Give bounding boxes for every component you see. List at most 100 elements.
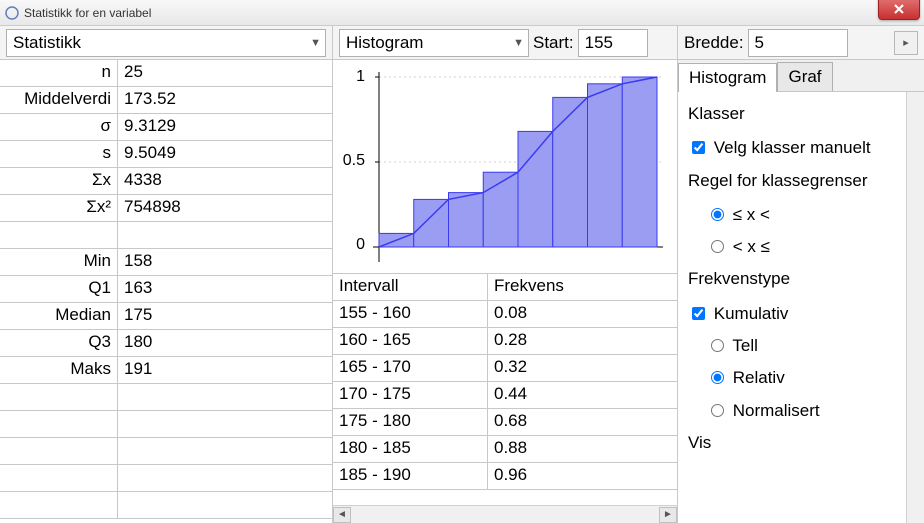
vertical-scrollbar[interactable] [906,92,924,523]
app-icon [4,5,20,21]
bredde-value: 5 [755,33,764,53]
play-button[interactable]: ▸ [894,31,918,55]
scroll-left-icon[interactable]: ◄ [333,507,351,523]
freq-row: 185 - 1900.96 [333,463,677,490]
freq-row: 170 - 1750.44 [333,382,677,409]
ytick-05: 0.5 [337,152,365,170]
mid-pane: Histogram ▼ Start: 155 1 0.5 0 Intervall… [333,26,678,523]
stats-label [0,222,118,248]
chevron-down-icon: ▼ [310,37,321,49]
klasser-header: Klasser [688,98,914,130]
left-pane: Statistikk ▼ n25Middelverdi173.52σ9.3129… [0,26,333,523]
stats-label: Q1 [0,276,118,302]
normalisert-label: Normalisert [733,401,820,420]
freq-row: 175 - 1800.68 [333,409,677,436]
right-toolbar: Bredde: 5 ▸ [678,26,924,60]
kumulativ-label: Kumulativ [714,304,789,323]
rule-lte-lt-radio[interactable] [711,208,724,221]
stats-label: Median [0,303,118,329]
freq-col-frequency: Frekvens [488,274,677,300]
ytick-1: 1 [337,68,365,86]
stats-row: s9.5049 [0,141,332,168]
tabs: Histogram Graf [678,60,924,92]
chart-type-dropdown[interactable]: Histogram ▼ [339,29,529,57]
stats-value [118,222,332,248]
stats-row: n25 [0,60,332,87]
options-panel: Klasser Velg klasser manuelt Regel for k… [678,92,924,523]
stats-label: n [0,60,118,86]
stats-dropdown[interactable]: Statistikk ▼ [6,29,326,57]
velg-manuelt-checkbox[interactable] [692,141,705,154]
freq-interval: 185 - 190 [333,463,488,489]
kumulativ-checkbox[interactable] [692,307,705,320]
stats-row: Min158 [0,249,332,276]
rule-lt-lte-label: < x ≤ [733,237,770,256]
freq-interval: 155 - 160 [333,301,488,327]
freq-header-row: Intervall Frekvens [333,274,677,301]
freq-interval: 160 - 165 [333,328,488,354]
histogram-chart: 1 0.5 0 [333,60,677,274]
relativ-row[interactable]: Relativ [688,362,914,394]
stats-row: Q3180 [0,330,332,357]
rule-lt-lte-radio[interactable] [711,240,724,253]
stats-value: 158 [118,249,332,275]
velg-manuelt-row[interactable]: Velg klasser manuelt [688,132,914,164]
freq-row: 180 - 1850.88 [333,436,677,463]
stats-value: 173.52 [118,87,332,113]
stats-row: Q1163 [0,276,332,303]
mid-toolbar: Histogram ▼ Start: 155 [333,26,677,60]
window-title: Statistikk for en variabel [24,6,151,20]
stats-value: 25 [118,60,332,86]
rule-lt-lte-row[interactable]: < x ≤ [688,231,914,263]
stats-label: Maks [0,357,118,383]
stats-dropdown-label: Statistikk [13,33,81,53]
tab-graf[interactable]: Graf [777,62,832,91]
frekvenstype-header: Frekvenstype [688,263,914,295]
freq-interval: 180 - 185 [333,436,488,462]
stats-value: 191 [118,357,332,383]
relativ-radio[interactable] [711,371,724,384]
chevron-down-icon: ▼ [513,37,524,49]
normalisert-radio[interactable] [711,404,724,417]
horizontal-scrollbar[interactable]: ◄ ► [333,505,677,523]
bredde-input[interactable]: 5 [748,29,848,57]
scroll-right-icon[interactable]: ► [659,507,677,523]
tell-radio[interactable] [711,339,724,352]
freq-value: 0.96 [488,463,677,489]
stats-value: 9.5049 [118,141,332,167]
freq-row: 160 - 1650.28 [333,328,677,355]
stats-label: Middelverdi [0,87,118,113]
normalisert-row[interactable]: Normalisert [688,395,914,427]
freq-interval: 175 - 180 [333,409,488,435]
start-label: Start: [533,33,574,53]
stats-row: Σx²754898 [0,195,332,222]
freq-value: 0.28 [488,328,677,354]
kumulativ-row[interactable]: Kumulativ [688,298,914,330]
close-button[interactable] [878,0,920,20]
freq-interval: 170 - 175 [333,382,488,408]
start-input[interactable]: 155 [578,29,648,57]
freq-row: 165 - 1700.32 [333,355,677,382]
tell-row[interactable]: Tell [688,330,914,362]
right-pane: Bredde: 5 ▸ Histogram Graf Klasser Velg … [678,26,924,523]
start-value: 155 [585,33,613,53]
freq-value: 0.08 [488,301,677,327]
stats-table: n25Middelverdi173.52σ9.3129s9.5049Σx4338… [0,60,332,523]
stats-row: σ9.3129 [0,114,332,141]
velg-manuelt-label: Velg klasser manuelt [714,138,871,157]
chart-type-label: Histogram [346,33,423,53]
stats-value: 163 [118,276,332,302]
freq-value: 0.68 [488,409,677,435]
freq-col-interval: Intervall [333,274,488,300]
chart-canvas [373,72,663,262]
relativ-label: Relativ [733,368,785,387]
tab-histogram[interactable]: Histogram [678,63,777,92]
freq-value: 0.44 [488,382,677,408]
rule-lte-lt-row[interactable]: ≤ x < [688,199,914,231]
stats-label: Σx [0,168,118,194]
stats-row: Middelverdi173.52 [0,87,332,114]
frequency-table: Intervall Frekvens 155 - 1600.08160 - 16… [333,274,677,505]
vis-header: Vis [688,427,914,459]
freq-value: 0.88 [488,436,677,462]
ytick-0: 0 [337,236,365,254]
